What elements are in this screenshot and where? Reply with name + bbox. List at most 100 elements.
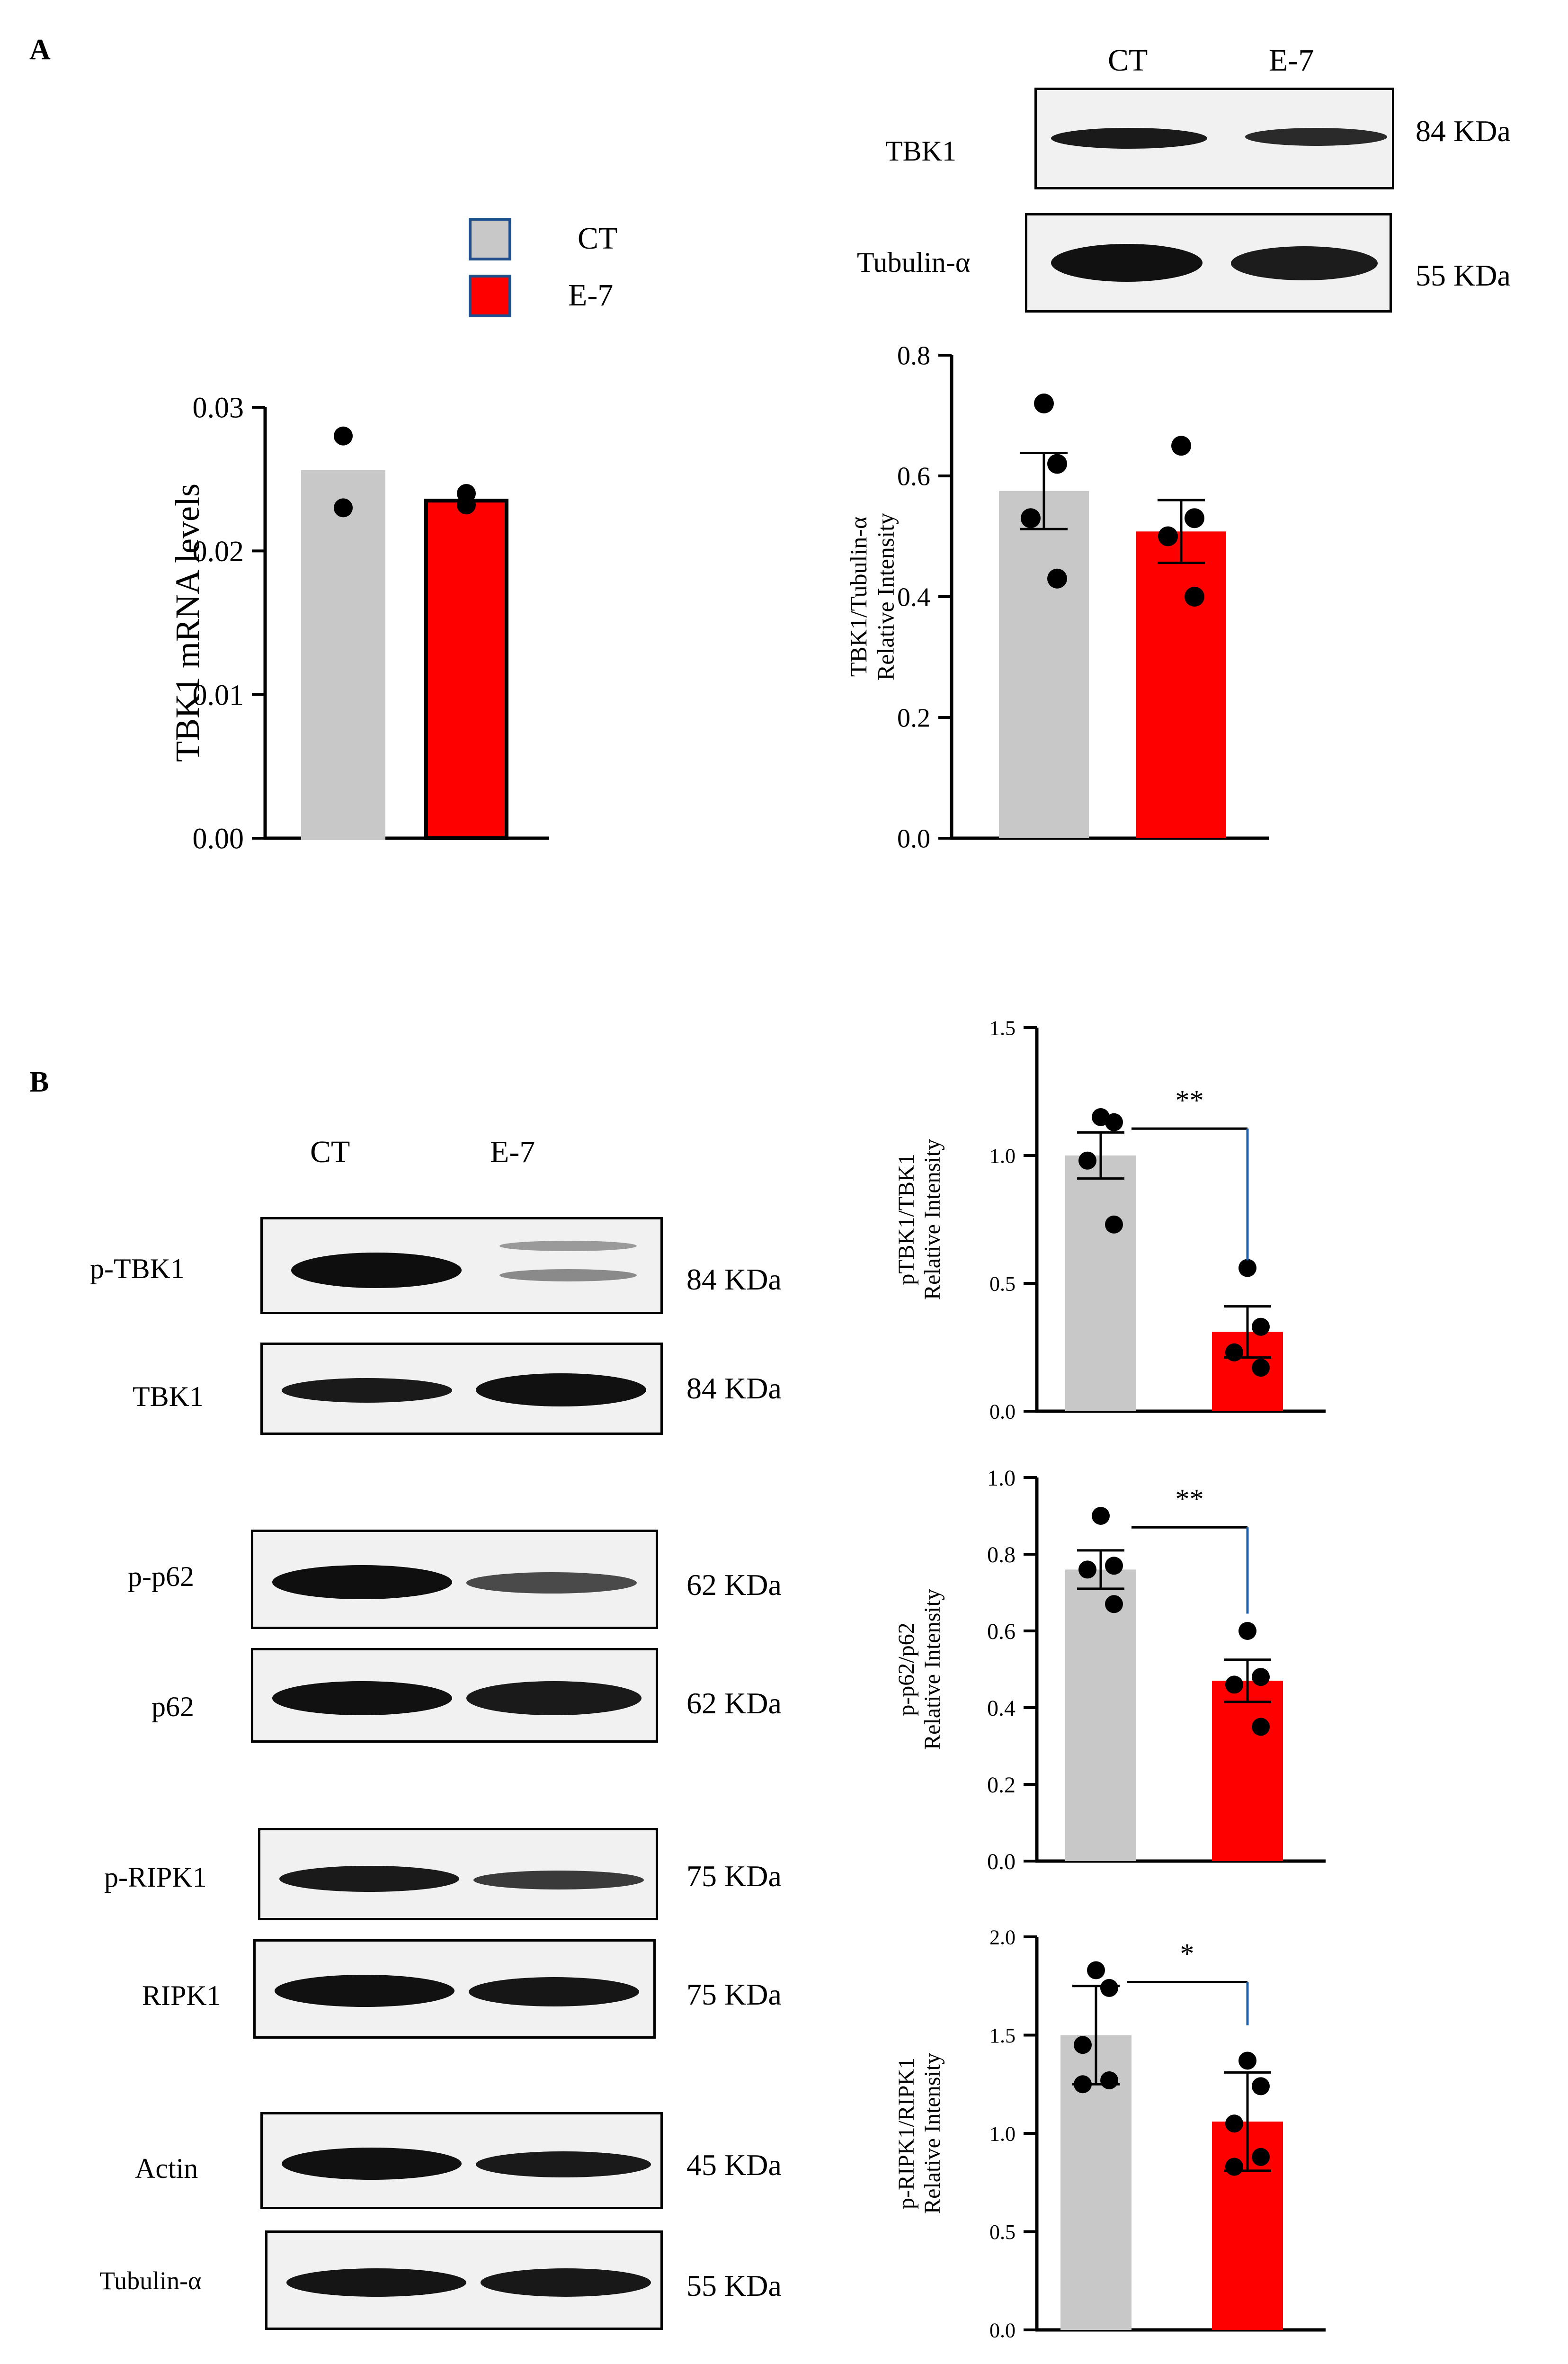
chart-tbk1-mrna: 0.00 0.01 0.02 0.03 TBK1 mRNA levels: [169, 392, 549, 855]
blot-a-lane-ct: CT: [1108, 43, 1148, 78]
y-tick-label: 0.6: [897, 462, 930, 492]
y-tick-label: 1.0: [989, 1144, 1016, 1167]
y-tick-label: 0.4: [897, 583, 930, 612]
blot-b-protein-pp62: p-p62: [128, 1561, 194, 1592]
blot-b-strip-pripk1: [258, 1828, 658, 1920]
blot-a-lane-e7: E-7: [1269, 43, 1314, 78]
significance-label: *: [1180, 1938, 1194, 1969]
data-point: [1105, 1113, 1123, 1131]
data-point: [1252, 1668, 1270, 1686]
data-point: [1074, 2036, 1092, 2054]
y-axis-label: Relative Intensity: [920, 1589, 945, 1750]
blot-a-protein-tbk1: TBK1: [885, 135, 956, 167]
y-tick-label: 0.4: [987, 1696, 1016, 1721]
data-point: [1171, 436, 1191, 456]
y-tick-label: 0.03: [193, 392, 244, 424]
data-point: [1087, 1961, 1105, 1979]
legend-label-ct: CT: [578, 221, 618, 256]
data-point: [1225, 1675, 1243, 1694]
y-tick-label: 1.0: [989, 2122, 1016, 2145]
y-tick-label: 0.0: [987, 1849, 1016, 1874]
blot-b-kda-tubulin: 55 KDa: [686, 2269, 782, 2302]
data-point: [1252, 2148, 1270, 2166]
blot-b-protein-ptbk1: p-TBK1: [90, 1253, 185, 1284]
data-point: [1078, 1560, 1096, 1579]
blot-b-strip-actin: [260, 2112, 663, 2209]
y-axis-label: TBK1 mRNA levels: [169, 484, 206, 762]
data-point: [1074, 2075, 1092, 2094]
data-point: [1225, 2158, 1243, 2176]
y-tick-label: 0.5: [989, 2221, 1016, 2244]
data-point: [1047, 454, 1067, 474]
y-axis-label: Relative Intensity: [920, 2053, 945, 2214]
data-point: [1105, 1215, 1123, 1234]
blot-b-kda-pp62: 62 KDa: [686, 1568, 782, 1602]
bar-e-7: [1136, 531, 1226, 838]
bar-ct: [999, 491, 1089, 838]
legend: CT E-7: [469, 218, 705, 336]
data-point: [1185, 587, 1204, 607]
blot-b-kda-pripk1: 75 KDa: [686, 1859, 782, 1893]
blot-b-kda-ptbk1: 84 KDa: [686, 1263, 782, 1296]
blot-b-strip-tubulin: [265, 2230, 663, 2330]
data-point: [1238, 1622, 1256, 1640]
data-point: [1252, 1359, 1270, 1377]
y-tick-label: 0.02: [193, 536, 244, 568]
y-tick-label: 0.5: [989, 1272, 1016, 1295]
y-tick-label: 0.0: [897, 824, 930, 854]
y-tick-label: 1.5: [989, 2024, 1016, 2047]
data-point: [1252, 2077, 1270, 2095]
data-point: [1252, 1317, 1270, 1336]
data-point: [1021, 508, 1041, 528]
blot-b-strip-pp62: [251, 1530, 658, 1629]
blot-b-protein-p62: p62: [151, 1691, 194, 1722]
blot-b-strip-ripk1: [253, 1939, 656, 2039]
blot-b-kda-tbk1: 84 KDa: [686, 1371, 782, 1405]
y-axis-label: p-p62/p62: [894, 1622, 919, 1716]
y-axis-label: p-RIPK1/RIPK1: [894, 2058, 919, 2209]
blot-b-protein-ripk1: RIPK1: [142, 1980, 221, 2011]
data-point: [1047, 568, 1067, 589]
data-point: [1225, 2114, 1243, 2133]
legend-label-e7: E-7: [568, 278, 614, 313]
data-point: [1185, 508, 1204, 528]
y-tick-label: 1.5: [989, 1016, 1016, 1039]
blot-b-protein-tubulin: Tubulin-α: [99, 2266, 202, 2295]
blot-b-protein-pripk1: p-RIPK1: [104, 1862, 207, 1893]
y-axis-label: Relative Intensity: [920, 1139, 945, 1300]
data-point: [1100, 2071, 1118, 2089]
legend-swatch-e7: [469, 275, 511, 317]
blot-b-kda-p62: 62 KDa: [686, 1686, 782, 1720]
blot-a-protein-tubulin: Tubulin-α: [857, 247, 971, 278]
data-point: [1105, 1595, 1123, 1613]
data-point: [1158, 526, 1178, 546]
bar-e-7: [424, 499, 508, 840]
y-axis-label: pTBK1/TBK1: [894, 1154, 919, 1285]
blot-a-kda-tubulin: 55 KDa: [1416, 259, 1511, 292]
y-tick-label: 0.6: [987, 1619, 1016, 1644]
significance-label: **: [1176, 1084, 1204, 1116]
significance-label: **: [1176, 1483, 1204, 1514]
blot-b-strip-ptbk1: [260, 1217, 663, 1314]
y-tick-label: 0.2: [987, 1773, 1016, 1798]
data-point: [1238, 2051, 1256, 2070]
data-point: [1252, 1718, 1270, 1736]
legend-swatch-ct: [469, 218, 511, 260]
y-axis-label: Relative Intensity: [873, 513, 899, 681]
blot-b-strip-tbk1: [260, 1343, 663, 1435]
blot-b-kda-ripk1: 75 KDa: [686, 1978, 782, 2011]
y-tick-label: 1.0: [987, 1466, 1016, 1491]
chart-ptbk1: 0.0 0.5 1.0 1.5 pTBK1/TBK1 Relative Intensity…: [894, 1016, 1326, 1423]
blot-b-lane-e7: E-7: [490, 1135, 535, 1169]
panel-letter-a: A: [29, 34, 51, 66]
chart-pripk1: 0.0 0.5 1.0 1.5 2.0 p-RIPK1/RIPK1 Relative Int…: [894, 1925, 1326, 2342]
blot-a-kda-tbk1: 84 KDa: [1416, 114, 1511, 148]
y-tick-label: 0.0: [989, 1400, 1016, 1423]
bar-ct: [1065, 1155, 1136, 1411]
blot-a-strip-tubulin: [1025, 213, 1392, 313]
data-point: [1078, 1151, 1096, 1170]
y-axis-label: TBK1/Tubulin-α: [845, 517, 872, 677]
blot-b-protein-actin: Actin: [135, 2153, 198, 2184]
y-tick-label: 0.01: [193, 679, 244, 711]
blot-b-kda-actin: 45 KDa: [686, 2148, 782, 2182]
